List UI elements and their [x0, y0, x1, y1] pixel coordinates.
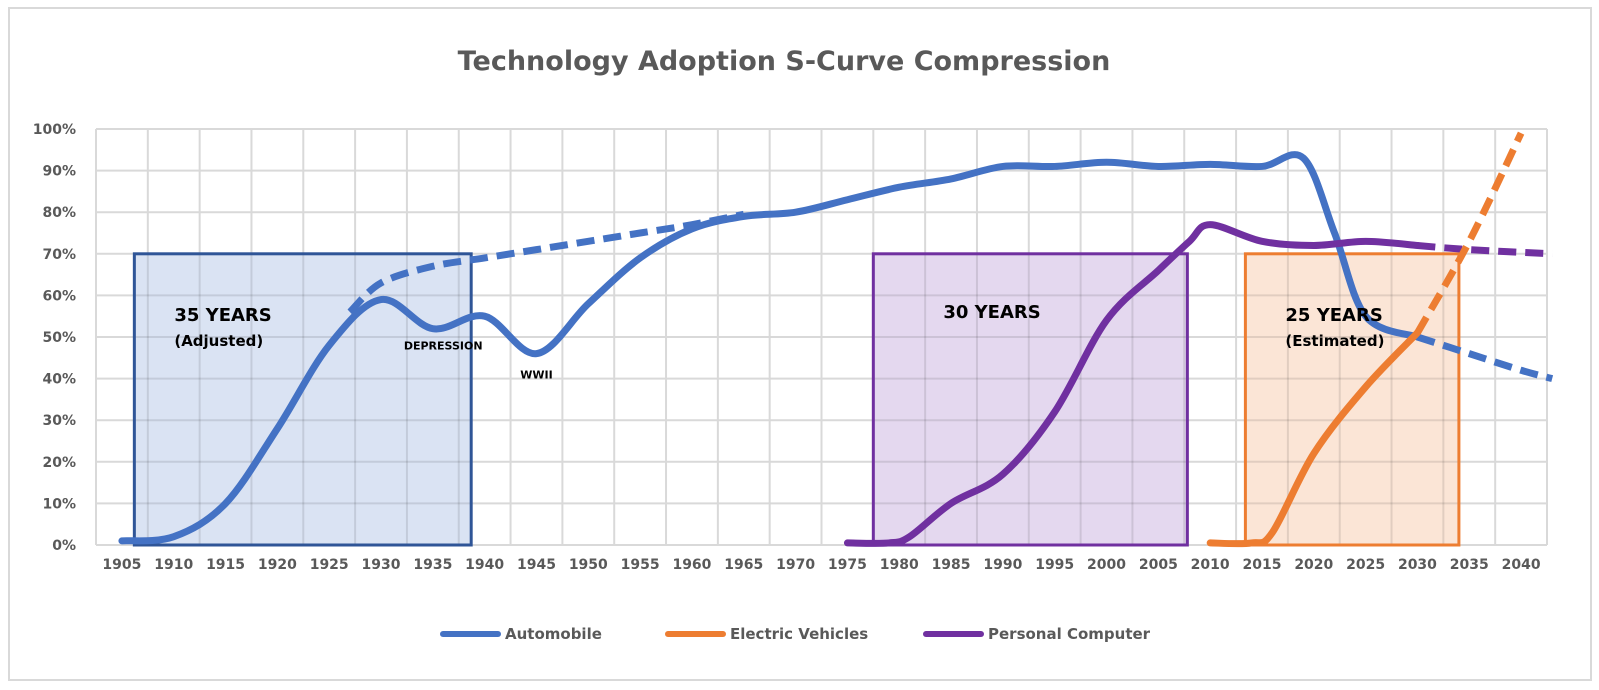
period-box-border	[871, 252, 1189, 547]
period-box-fill	[134, 253, 472, 546]
y-tick-label: 90%	[42, 164, 76, 180]
period-sublabel: (Adjusted)	[174, 332, 263, 350]
series-line-electric-vehicles-forecast	[1414, 131, 1525, 335]
x-tick-label: 2035	[1450, 557, 1489, 573]
y-tick-label: 40%	[42, 372, 76, 388]
x-tick-label: 2030	[1398, 557, 1437, 573]
period-label: 35 YEARS	[174, 305, 271, 326]
y-tick-label: 20%	[42, 455, 76, 471]
period-sublabel: (Estimated)	[1285, 332, 1384, 350]
series-line-electric-vehicles	[1206, 329, 1421, 548]
y-axis-ticks: 0% 10% 20% 30% 40% 50% 60% 70% 80% 90% 100%	[33, 122, 76, 554]
legend-label: Personal Computer	[988, 625, 1151, 643]
x-tick-label: 1945	[517, 557, 556, 573]
x-tick-label: 1905	[102, 557, 141, 573]
y-tick-label: 0%	[52, 538, 76, 554]
chart-title: Technology Adoption S-Curve Compression	[458, 46, 1111, 77]
x-tick-label: 2020	[1294, 557, 1333, 573]
annotation-depression: DEPRESSION	[404, 339, 483, 352]
y-tick-label: 70%	[42, 247, 76, 263]
annotation-wwii: WWII	[520, 368, 552, 381]
legend-label: Electric Vehicles	[730, 625, 868, 643]
period-label: 25 YEARS	[1285, 305, 1382, 326]
y-tick-label: 10%	[42, 496, 76, 512]
series-line-personal-computer	[843, 221, 1421, 547]
x-tick-label: 1990	[983, 557, 1022, 573]
x-tick-label: 2040	[1502, 557, 1541, 573]
y-tick-label: 30%	[42, 413, 76, 429]
x-tick-label: 1960	[672, 557, 711, 573]
x-tick-label: 1955	[621, 557, 660, 573]
x-tick-label: 1930	[362, 557, 401, 573]
x-tick-label: 2000	[1087, 557, 1126, 573]
y-tick-label: 60%	[42, 288, 76, 304]
grid-overlay	[132, 252, 1461, 547]
y-tick-label: 80%	[42, 205, 76, 221]
x-tick-label: 1970	[776, 557, 815, 573]
x-tick-label: 2025	[1346, 557, 1385, 573]
x-tick-label: 1915	[206, 557, 245, 573]
y-tick-label: 100%	[33, 122, 76, 138]
x-axis-ticks: 1905 1910 1915 1920 1925 1930 1935 1940 1945 1950…	[102, 557, 1540, 573]
x-tick-label: 1975	[828, 557, 867, 573]
x-tick-label: 1985	[932, 557, 971, 573]
x-tick-label: 1995	[1035, 557, 1074, 573]
chart-frame	[8, 7, 1592, 681]
series-line-automobile	[118, 151, 1421, 545]
x-tick-label: 1950	[569, 557, 608, 573]
x-tick-label: 2015	[1242, 557, 1281, 573]
period-label: 30 YEARS	[943, 302, 1040, 323]
x-tick-label: 1965	[724, 557, 763, 573]
period-box-border	[1243, 252, 1461, 547]
series-line-automobile-forecast	[1416, 333, 1554, 382]
annotations: 35 YEARS (Adjusted) 30 YEARS 25 YEARS (Estim…	[174, 302, 1384, 381]
legend: Automobile Electric Vehicles Personal Comp…	[440, 625, 1151, 643]
x-tick-label: 1920	[258, 557, 297, 573]
y-tick-label: 50%	[42, 330, 76, 346]
period-box-fill	[873, 253, 1188, 546]
x-tick-label: 1925	[310, 557, 349, 573]
series-lines	[118, 131, 1554, 548]
x-tick-label: 1980	[880, 557, 919, 573]
series-line-personal-computer-forecast	[1417, 241, 1553, 258]
x-tick-label: 2010	[1191, 557, 1230, 573]
x-tick-label: 1940	[465, 557, 504, 573]
period-box-border	[132, 252, 473, 547]
series-line-automobile-projection-no-depression-wwii	[347, 210, 745, 315]
x-tick-label: 1910	[154, 557, 193, 573]
x-tick-label: 1935	[413, 557, 452, 573]
x-tick-label: 2005	[1139, 557, 1178, 573]
legend-label: Automobile	[505, 625, 602, 643]
period-boxes	[134, 253, 1459, 546]
